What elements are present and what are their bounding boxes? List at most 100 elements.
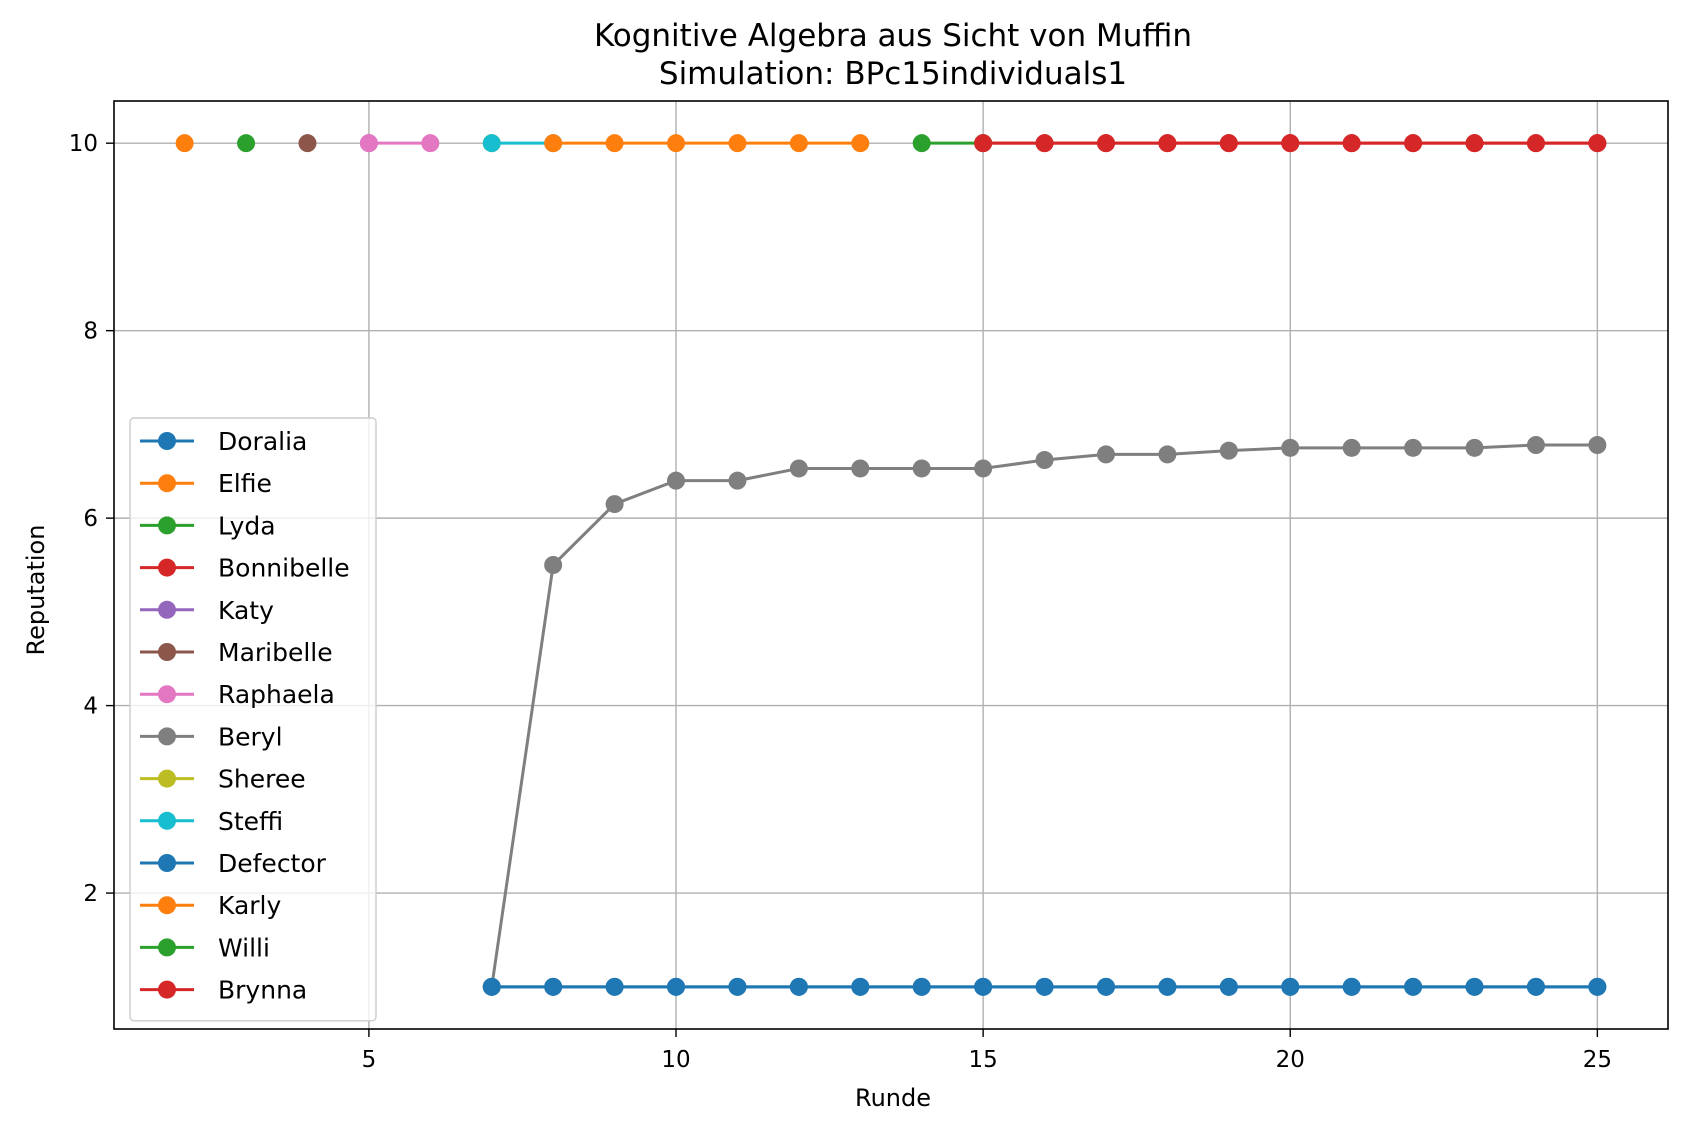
chart-title: Kognitive Algebra aus Sicht von Muffin — [594, 18, 1192, 54]
y-tick-label: 6 — [83, 506, 98, 532]
data-point-beryl — [1158, 445, 1177, 464]
y-axis-label: Reputation — [22, 525, 50, 656]
series-elfie-markers — [175, 134, 194, 153]
legend-marker — [158, 727, 176, 746]
x-tick-label: 10 — [661, 1047, 690, 1073]
data-point-willi — [912, 134, 931, 153]
data-point-defector — [482, 977, 501, 996]
legend-item-elfie: Elfie — [140, 469, 272, 498]
data-point-beryl — [1035, 451, 1054, 470]
legend-item-maribelle: Maribelle — [140, 638, 333, 667]
data-point-defector — [667, 977, 686, 996]
series-lyda-markers — [237, 134, 256, 153]
legend-marker — [158, 516, 176, 535]
data-point-karly — [851, 134, 870, 153]
data-point-brynna — [1096, 134, 1115, 153]
legend-item-sheree: Sheree — [140, 765, 306, 794]
data-point-steffi — [482, 134, 501, 153]
legend-item-bonnibelle: Bonnibelle — [140, 554, 350, 583]
x-tick-label: 25 — [1583, 1047, 1612, 1073]
legend-label: Defector — [218, 849, 327, 878]
data-point-beryl — [1096, 445, 1115, 464]
legend-marker — [158, 474, 176, 493]
data-point-defector — [1465, 977, 1484, 996]
data-point-brynna — [1342, 134, 1361, 153]
legend-item-beryl: Beryl — [140, 722, 283, 751]
data-point-defector — [974, 977, 993, 996]
data-point-brynna — [1588, 134, 1607, 153]
legend-marker — [158, 938, 176, 957]
data-point-brynna — [1281, 134, 1300, 153]
x-axis-label: Runde — [855, 1084, 931, 1112]
legend-marker — [158, 896, 176, 915]
data-point-brynna — [974, 134, 993, 153]
data-point-karly — [789, 134, 808, 153]
legend-label: Steffi — [218, 807, 283, 836]
legend-marker — [158, 643, 176, 661]
legend: Doralia Elfie Lyda Bonnibelle Katy Maribelle R… — [129, 417, 377, 1022]
legend-label: Katy — [218, 596, 274, 625]
data-point-brynna — [1219, 134, 1238, 153]
legend-label: Maribelle — [218, 638, 333, 667]
data-point-beryl — [1465, 438, 1484, 457]
data-point-defector — [1342, 977, 1361, 996]
legend-label: Willi — [218, 933, 270, 962]
legend-marker — [158, 600, 176, 619]
legend-item-doralia: Doralia — [140, 427, 307, 456]
data-point-defector — [1219, 977, 1238, 996]
legend-label: Lyda — [218, 511, 276, 540]
data-point-defector — [1526, 977, 1545, 996]
legend-marker — [158, 854, 176, 872]
legend-label: Beryl — [218, 722, 283, 751]
data-point-defector — [728, 977, 747, 996]
data-point-defector — [912, 977, 931, 996]
x-tick-label: 5 — [362, 1047, 377, 1073]
data-point-defector — [1588, 977, 1607, 996]
data-point-elfie — [175, 134, 194, 153]
legend-item-lyda: Lyda — [140, 511, 276, 540]
data-point-brynna — [1035, 134, 1054, 153]
data-point-brynna — [1158, 134, 1177, 153]
legend-marker — [158, 685, 176, 704]
series-defector-markers — [482, 977, 1607, 996]
data-point-maribelle — [298, 134, 317, 153]
data-point-defector — [789, 977, 808, 996]
data-point-defector — [605, 977, 624, 996]
legend-label: Karly — [218, 891, 281, 920]
legend-item-steffi: Steffi — [140, 807, 283, 836]
series-karly-markers — [544, 134, 870, 153]
y-tick-label: 2 — [83, 881, 98, 907]
data-point-beryl — [605, 495, 624, 514]
legend-item-raphaela: Raphaela — [140, 680, 335, 709]
x-tick-label: 15 — [968, 1047, 997, 1073]
data-point-brynna — [1404, 134, 1423, 153]
legend-marker — [158, 980, 176, 999]
data-point-brynna — [1526, 134, 1545, 153]
data-point-beryl — [1404, 438, 1423, 457]
legend-marker — [158, 811, 176, 830]
data-point-beryl — [1588, 436, 1607, 455]
legend-label: Brynna — [218, 976, 307, 1005]
legend-label: Raphaela — [218, 680, 335, 709]
data-point-raphaela — [421, 134, 440, 153]
data-point-karly — [605, 134, 624, 153]
data-point-karly — [544, 134, 563, 153]
data-point-beryl — [1526, 436, 1545, 455]
series-maribelle-markers — [298, 134, 317, 153]
data-point-lyda — [237, 134, 256, 153]
data-point-beryl — [667, 471, 686, 490]
legend-marker — [158, 558, 176, 577]
legend-box — [129, 417, 377, 1022]
data-point-beryl — [912, 459, 931, 478]
data-point-beryl — [974, 459, 993, 478]
data-point-raphaela — [359, 134, 378, 153]
data-point-defector — [851, 977, 870, 996]
legend-label: Doralia — [218, 427, 307, 456]
y-tick-label: 8 — [83, 319, 98, 345]
data-point-beryl — [544, 556, 563, 574]
data-point-defector — [1404, 977, 1423, 996]
chart-subtitle: Simulation: BPc15individuals1 — [659, 56, 1127, 92]
data-point-defector — [544, 977, 563, 996]
